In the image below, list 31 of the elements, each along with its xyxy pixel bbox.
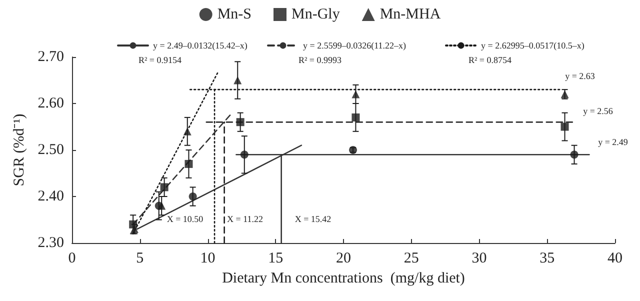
annotation: R² = 0.9154 <box>138 55 182 65</box>
x-tick-label: 0 <box>68 250 76 266</box>
legend-label: Mn-Gly <box>292 6 340 22</box>
annotation: X = 11.22 <box>227 214 263 224</box>
y-tick-label: 2.70 <box>38 49 64 65</box>
legend-label: y = 2.62995–0.0517(10.5–x) <box>481 40 584 50</box>
annotation: y = 2.49 <box>598 137 628 147</box>
x-tick-label: 20 <box>336 250 351 266</box>
annotation: y = 2.56 <box>583 106 614 116</box>
legend-label: y = 2.5599–0.0326(11.22–x) <box>303 40 406 50</box>
annotation: X = 15.42 <box>294 214 332 224</box>
x-tick-label: 10 <box>200 250 216 266</box>
x-axis-title: Dietary Mn concentrations (mg/kg diet) <box>222 270 465 286</box>
y-axis-title: SGR (%d⁻¹) <box>11 114 28 186</box>
x-tick-label: 30 <box>472 250 487 266</box>
y-tick-label: 2.60 <box>38 96 64 112</box>
y-tick-label: 2.30 <box>38 235 64 251</box>
legend-label: Mn-MHA <box>380 6 441 22</box>
annotation: y = 2.63 <box>565 71 596 81</box>
x-tick-label: 5 <box>136 250 144 266</box>
y-tick-label: 2.50 <box>38 142 64 158</box>
annotation: X = 10.50 <box>166 214 204 224</box>
x-tick-label: 15 <box>268 250 284 266</box>
x-tick-label: 40 <box>608 250 622 266</box>
legend-label: y = 2.49–0.0132(15.42–x) <box>153 40 248 50</box>
legend-label: Mn-S <box>217 6 252 22</box>
y-tick-label: 2.40 <box>38 188 64 204</box>
x-tick-label: 35 <box>540 250 555 266</box>
annotation: R² = 0.8754 <box>468 55 512 65</box>
x-tick-label: 25 <box>404 250 419 266</box>
annotation: R² = 0.9993 <box>298 55 342 65</box>
